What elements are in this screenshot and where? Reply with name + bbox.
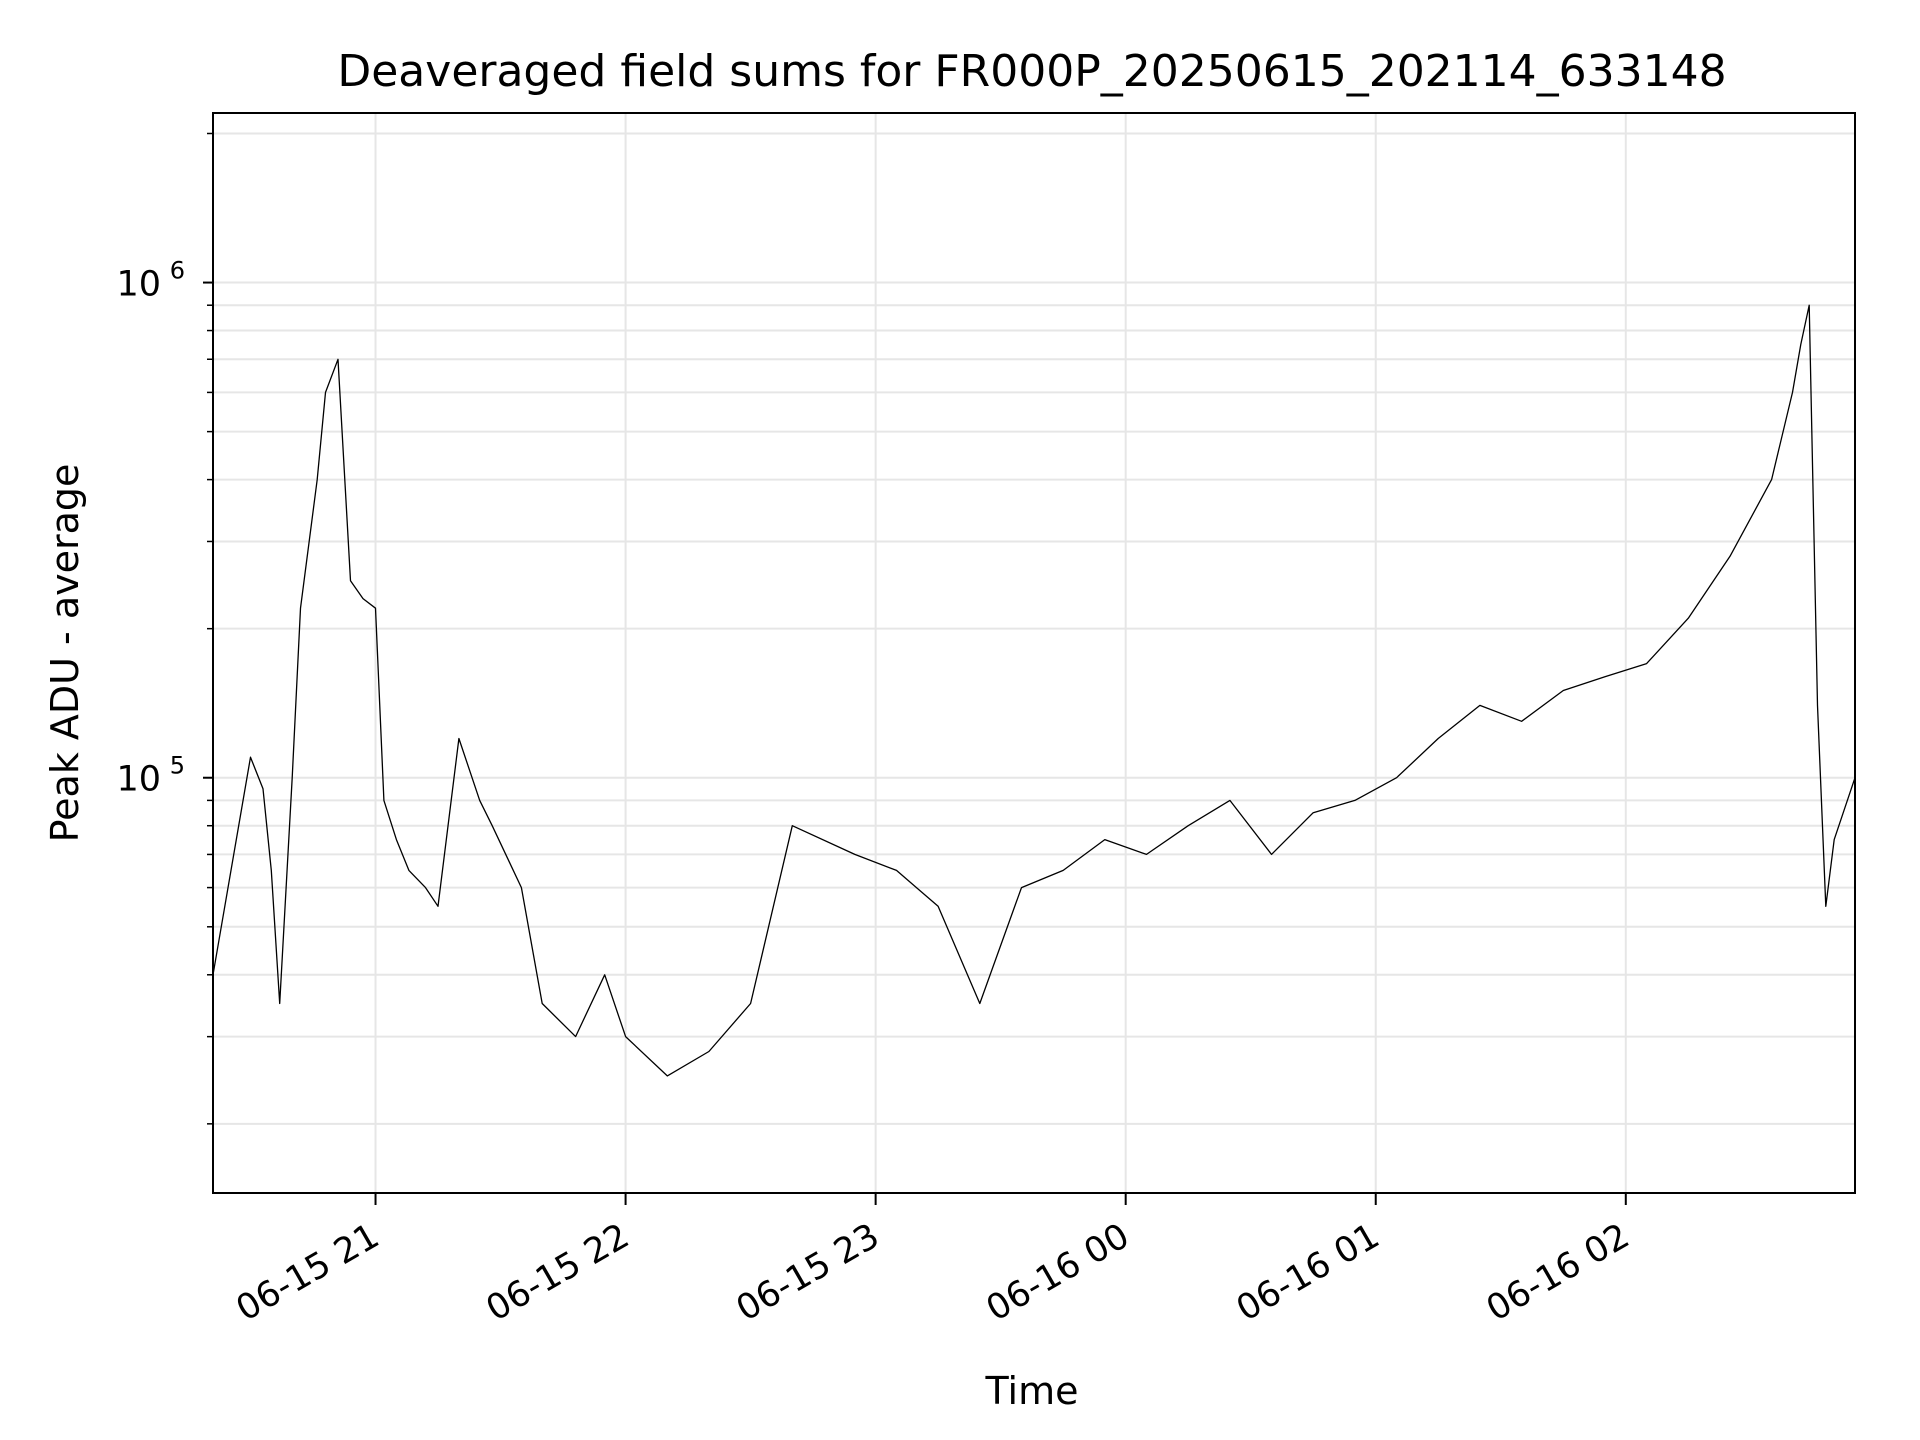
y-axis-label: Peak ADU - average xyxy=(43,464,87,843)
x-axis-label: Time xyxy=(985,1369,1079,1413)
grid xyxy=(213,113,1855,1193)
chart-title: Deaveraged field sums for FR000P_2025061… xyxy=(337,46,1726,97)
y-tick-label: 10 xyxy=(116,760,161,800)
y-tick-exponent: 6 xyxy=(170,257,185,285)
y-tick-label: 10 xyxy=(116,265,161,305)
plot-area xyxy=(212,304,1856,1077)
y-axis: 10 5 10 6 xyxy=(116,132,213,1125)
plot-frame xyxy=(212,112,1856,1194)
data-series-line xyxy=(212,304,1856,1077)
y-tick-exponent: 5 xyxy=(170,752,185,780)
